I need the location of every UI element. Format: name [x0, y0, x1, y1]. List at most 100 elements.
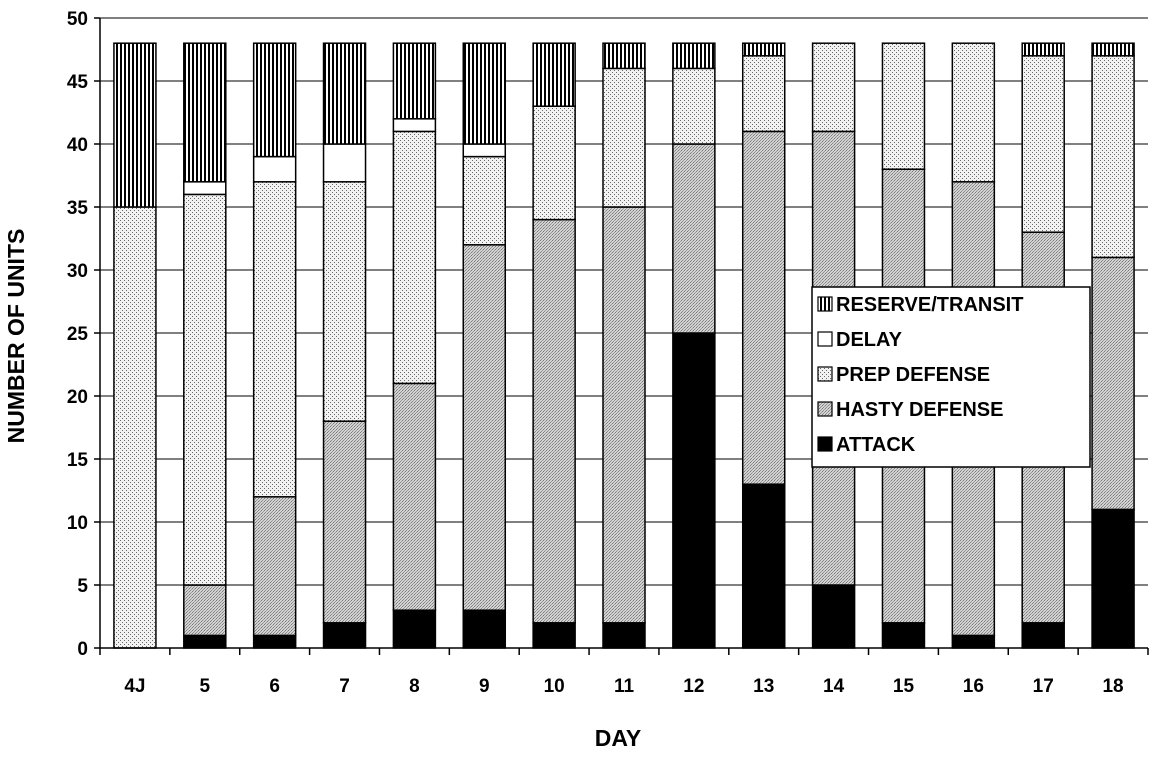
- bar-segment-attack: [252, 634, 297, 649]
- bar-segment-attack: [1021, 622, 1065, 649]
- bar-segment-hasty-defense: [532, 218, 576, 624]
- bar-segment-prep-defense: [741, 55, 786, 133]
- bar-segment-delay: [322, 143, 367, 183]
- legend-swatch-reserve-transit: [817, 296, 833, 312]
- bar-segment-hasty-defense: [602, 206, 646, 624]
- y-tick-label: 5: [77, 576, 88, 597]
- bar-segment-attack: [672, 332, 716, 649]
- bar-segment-prep-defense: [811, 42, 856, 133]
- x-tick-label: 8: [409, 676, 420, 697]
- bar-segment-hasty-defense: [183, 584, 227, 637]
- y-tick-label: 25: [67, 324, 89, 345]
- y-tick-label: 30: [67, 261, 88, 282]
- x-tick-label: 12: [683, 676, 704, 697]
- x-tick-label: 14: [823, 676, 845, 697]
- y-tick-label: 10: [67, 513, 88, 534]
- bar-segment-attack: [322, 622, 367, 649]
- bar-segment-attack: [741, 483, 786, 649]
- bar-segment-delay: [392, 118, 437, 133]
- y-tick-label: 50: [67, 9, 88, 30]
- legend-swatch-attack: [817, 436, 833, 452]
- bar-segment-prep-defense: [113, 206, 157, 649]
- legend-swatch-hasty-defense: [817, 401, 833, 417]
- bar-segment-attack: [183, 634, 227, 649]
- bar-segment-attack: [951, 634, 996, 649]
- x-tick-label: 9: [479, 676, 490, 697]
- y-tick-label: 45: [67, 72, 89, 93]
- legend-swatch-prep-defense: [817, 366, 833, 382]
- x-tick-label: 11: [614, 676, 635, 697]
- x-tick-label: 16: [963, 676, 984, 697]
- bar-segment-hasty-defense: [252, 496, 297, 637]
- x-tick-label: 10: [544, 676, 565, 697]
- bar-segment-attack: [811, 584, 856, 649]
- bar-segment-attack: [881, 622, 926, 649]
- x-tick-label: 5: [200, 676, 211, 697]
- bar-segment-reserve-transit: [322, 42, 367, 145]
- bar-segment-reserve-transit: [1091, 42, 1135, 57]
- legend-label-reserve-transit: RESERVE/TRANSIT: [836, 294, 1023, 316]
- bar-segment-attack: [462, 609, 507, 649]
- bar-segment-reserve-transit: [532, 42, 576, 107]
- y-tick-label: 20: [67, 387, 88, 408]
- bar-segment-prep-defense: [1021, 55, 1065, 233]
- bar-segment-prep-defense: [602, 67, 646, 208]
- bar-segment-reserve-transit: [741, 42, 786, 57]
- x-tick-label: 15: [893, 676, 915, 697]
- bar-segment-prep-defense: [951, 42, 996, 183]
- bar-segment-hasty-defense: [741, 130, 786, 485]
- x-tick-label: 7: [339, 676, 350, 697]
- x-tick-label: 4J: [124, 676, 145, 697]
- legend-swatch-delay: [817, 331, 833, 347]
- bar-segment-delay: [462, 143, 507, 158]
- bar-segment-delay: [252, 155, 297, 183]
- bar-segment-reserve-transit: [183, 42, 227, 183]
- bar-segment-hasty-defense: [462, 244, 507, 611]
- bar-segment-attack: [392, 609, 437, 649]
- y-tick-label: 35: [67, 198, 89, 219]
- bar-segment-prep-defense: [532, 105, 576, 221]
- y-axis-title: NUMBER OF UNITS: [3, 229, 29, 444]
- bar-segment-hasty-defense: [672, 143, 716, 334]
- legend-box: [811, 286, 1091, 468]
- bar-segment-reserve-transit: [392, 42, 437, 120]
- bar-segment-prep-defense: [252, 181, 297, 498]
- legend-label-hasty-defense: HASTY DEFENSE: [836, 399, 1003, 421]
- bar-segment-prep-defense: [462, 155, 507, 246]
- x-tick-label: 18: [1102, 676, 1123, 697]
- y-tick-label: 40: [67, 135, 88, 156]
- x-tick-label: 13: [753, 676, 774, 697]
- x-tick-label: 6: [269, 676, 280, 697]
- bar-segment-attack: [532, 622, 576, 649]
- bar-segment-hasty-defense: [1091, 256, 1135, 511]
- legend-label-prep-defense: PREP DEFENSE: [836, 364, 990, 386]
- legend: RESERVE/TRANSIT DELAY PREP DEFENSE HASTY DE…: [811, 286, 1091, 468]
- bar-segment-reserve-transit: [602, 42, 646, 70]
- bar-series: [113, 42, 1135, 649]
- bar-segment-reserve-transit: [462, 42, 507, 145]
- bar-segment-prep-defense: [881, 42, 926, 170]
- bar-segment-hasty-defense: [392, 382, 437, 611]
- bar-segment-prep-defense: [392, 130, 437, 385]
- y-tick-label: 0: [77, 639, 88, 660]
- bar-segment-attack: [602, 622, 646, 649]
- bar-segment-prep-defense: [672, 67, 716, 145]
- bar-segment-delay: [183, 181, 227, 196]
- bar-segment-hasty-defense: [322, 420, 367, 624]
- bar-segment-attack: [1091, 508, 1135, 649]
- bar-segment-prep-defense: [183, 193, 227, 586]
- x-tick-label: 17: [1033, 676, 1054, 697]
- bar-segment-reserve-transit: [672, 42, 716, 70]
- x-axis-title: DAY: [595, 725, 641, 751]
- bar-segment-reserve-transit: [113, 42, 157, 208]
- bar-segment-prep-defense: [322, 181, 367, 422]
- axes: 0 5 10 15 20 25 30 35 40 45 50 4J 5 6 7 8 9 10 11 12 13 14 15 1…: [67, 9, 1149, 697]
- bar-segment-reserve-transit: [252, 42, 297, 158]
- bar-segment-reserve-transit: [1021, 42, 1065, 57]
- y-tick-label: 15: [67, 450, 89, 471]
- legend-label-attack: ATTACK: [836, 434, 916, 456]
- bar-segment-prep-defense: [1091, 55, 1135, 259]
- legend-label-delay: DELAY: [836, 329, 903, 351]
